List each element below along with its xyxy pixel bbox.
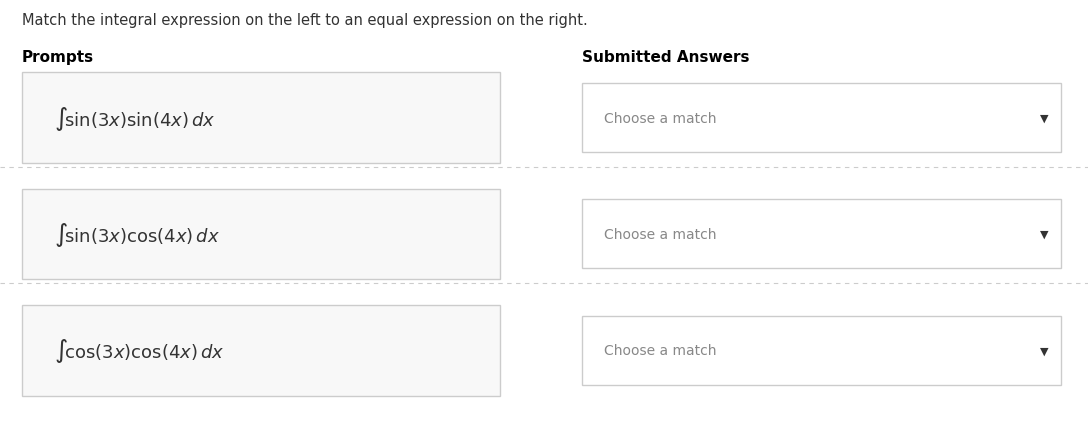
Text: Prompts: Prompts (22, 49, 94, 64)
Text: Choose a match: Choose a match (604, 227, 716, 241)
Text: Match the integral expression on the left to an equal expression on the right.: Match the integral expression on the lef… (22, 13, 588, 28)
FancyBboxPatch shape (582, 84, 1061, 153)
Text: $\int\!\sin(3x)\cos(4x)\,dx$: $\int\!\sin(3x)\cos(4x)\,dx$ (54, 221, 220, 248)
FancyBboxPatch shape (582, 200, 1061, 269)
Text: Choose a match: Choose a match (604, 111, 716, 125)
Text: ▼: ▼ (1040, 345, 1049, 356)
FancyBboxPatch shape (582, 316, 1061, 385)
FancyBboxPatch shape (22, 305, 500, 396)
FancyBboxPatch shape (22, 189, 500, 280)
FancyBboxPatch shape (22, 73, 500, 163)
Text: $\int\!\sin(3x)\sin(4x)\,dx$: $\int\!\sin(3x)\sin(4x)\,dx$ (54, 104, 215, 132)
Text: ▼: ▼ (1040, 113, 1049, 123)
Text: Choose a match: Choose a match (604, 344, 716, 357)
Text: $\int\!\cos(3x)\cos(4x)\,dx$: $\int\!\cos(3x)\cos(4x)\,dx$ (54, 337, 225, 364)
Text: ▼: ▼ (1040, 229, 1049, 240)
Text: Submitted Answers: Submitted Answers (582, 49, 750, 64)
